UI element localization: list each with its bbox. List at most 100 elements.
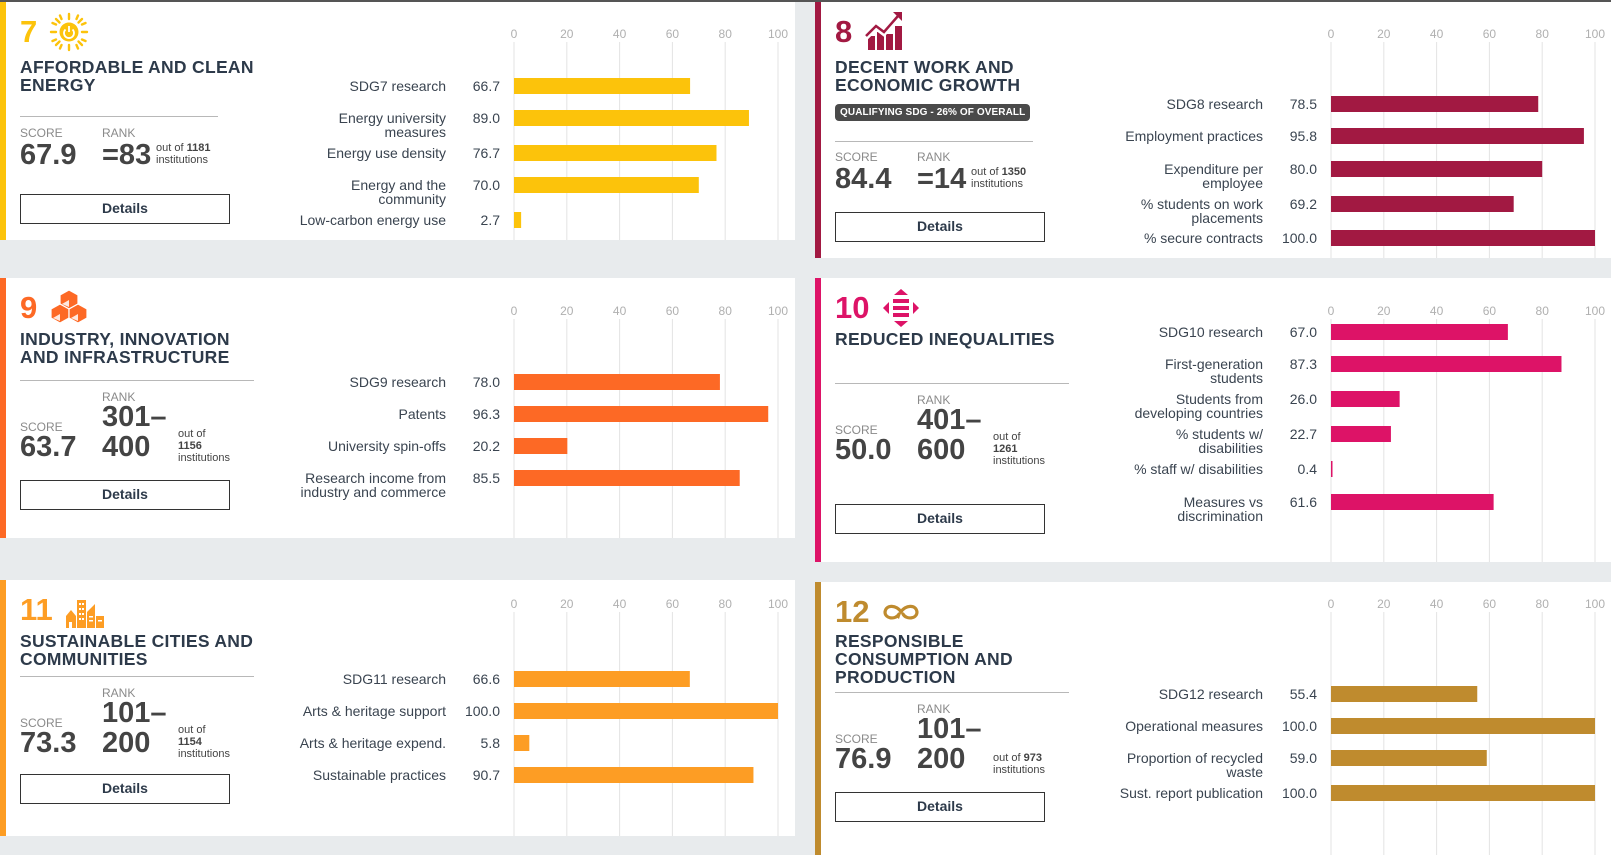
- sdg-title-line: AND INFRASTRUCTURE: [20, 347, 230, 367]
- details-button[interactable]: Details: [20, 480, 230, 510]
- sdg7-indicator-chart: 0 20 40 60 80 100 66.7 SDG7 research 89.0 Energy …: [300, 27, 788, 240]
- x-tick-label: 60: [1483, 597, 1497, 611]
- score-label: SCORE: [835, 732, 878, 746]
- bar: [1331, 96, 1539, 112]
- x-tick-label: 80: [719, 597, 733, 611]
- bar-value-label: 100.0: [465, 703, 500, 719]
- x-tick-label: 20: [560, 597, 574, 611]
- category-label: Arts & heritage support: [303, 703, 446, 719]
- out-of-suffix: institutions: [993, 764, 1045, 776]
- sdg-number: 8: [835, 14, 853, 49]
- infinity-loop-icon: [869, 592, 921, 632]
- sdg-title: REDUCED INEQUALITIES: [835, 330, 1075, 348]
- details-button[interactable]: Details: [835, 792, 1045, 822]
- x-tick-label: 80: [719, 27, 733, 41]
- rank-value-line1: 301–: [102, 401, 167, 433]
- bar-value-label: 100.0: [1282, 785, 1317, 801]
- bar: [1331, 356, 1562, 372]
- x-tick-label: 40: [1430, 304, 1444, 318]
- bar: [514, 438, 568, 454]
- top-border: [0, 0, 1611, 2]
- out-of-text: out of 1261 institutions: [993, 431, 1045, 467]
- sdg-card-7: 7 AFFORDABLE AND CLEAN ENERGY SCORE 67.9 R…: [0, 2, 795, 240]
- details-button[interactable]: Details: [20, 774, 230, 804]
- institution-count: 1156: [178, 440, 202, 452]
- sun-power-icon: [37, 12, 89, 52]
- sdg-header: 11: [20, 590, 105, 630]
- out-of-suffix: institutions: [156, 154, 208, 166]
- x-tick-label: 40: [1430, 27, 1444, 41]
- details-button[interactable]: Details: [835, 504, 1045, 534]
- out-of-prefix: out of: [156, 142, 184, 154]
- sdg-header: 12: [835, 592, 921, 632]
- bar: [514, 470, 740, 486]
- x-tick-label: 20: [560, 304, 574, 318]
- sdg-title-line: SUSTAINABLE CITIES AND: [20, 631, 254, 651]
- divider: [20, 676, 254, 677]
- category-label: measures: [385, 124, 446, 140]
- category-label: disabilities: [1198, 440, 1263, 456]
- out-of-prefix: out of: [993, 752, 1021, 764]
- category-label: SDG10 research: [1159, 324, 1263, 340]
- rank-label: RANK: [917, 150, 951, 164]
- bar: [1331, 494, 1494, 510]
- sdg-number: 12: [835, 594, 870, 629]
- details-button[interactable]: Details: [835, 212, 1045, 242]
- out-of-text: out of 973 institutions: [993, 752, 1045, 776]
- category-label: % staff w/ disabilities: [1134, 461, 1263, 477]
- x-tick-label: 20: [1377, 304, 1391, 318]
- bar: [1331, 196, 1514, 212]
- category-label: First-generation: [1165, 356, 1263, 372]
- bar: [1331, 785, 1595, 801]
- x-tick-label: 80: [719, 304, 733, 318]
- bar-value-label: 70.0: [473, 177, 500, 193]
- category-label: Expenditure per: [1164, 161, 1263, 177]
- rank-label: RANK: [102, 390, 136, 404]
- x-tick-label: 0: [1328, 304, 1335, 318]
- x-tick-label: 100: [1585, 304, 1605, 318]
- bar: [1331, 750, 1487, 766]
- category-label: Proportion of recycled: [1127, 750, 1263, 766]
- divider: [835, 141, 1033, 142]
- x-tick-label: 20: [1377, 27, 1391, 41]
- sdg-title-line: DECENT WORK AND: [835, 57, 1014, 77]
- bar-value-label: 26.0: [1290, 391, 1317, 407]
- category-label: students: [1210, 370, 1263, 386]
- rank-value-line2: 200: [917, 743, 966, 775]
- bar-value-label: 59.0: [1290, 750, 1317, 766]
- out-of-suffix: institutions: [178, 748, 230, 760]
- score-value: 76.9: [835, 743, 892, 775]
- x-tick-label: 100: [768, 597, 788, 611]
- divider: [835, 383, 1069, 384]
- out-of-text: out of 1181 institutions: [156, 142, 210, 166]
- bar: [514, 145, 717, 161]
- rank-label: RANK: [917, 393, 951, 407]
- category-label: Patents: [399, 406, 446, 422]
- bar: [514, 406, 769, 422]
- category-label: community: [378, 191, 446, 207]
- rank-value-line2: 200: [102, 727, 151, 759]
- x-tick-label: 40: [1430, 597, 1444, 611]
- bar-value-label: 100.0: [1282, 718, 1317, 734]
- x-tick-label: 100: [768, 27, 788, 41]
- category-label: SDG11 research: [343, 671, 446, 687]
- bar: [1331, 426, 1391, 442]
- x-tick-label: 0: [511, 304, 518, 318]
- x-tick-label: 40: [613, 27, 627, 41]
- bar: [514, 671, 690, 687]
- details-button[interactable]: Details: [20, 194, 230, 224]
- rank-label: RANK: [917, 702, 951, 716]
- out-of-text: out of 1156 institutions: [178, 428, 230, 464]
- x-tick-label: 60: [1483, 27, 1497, 41]
- bar: [514, 703, 778, 719]
- sdg-title: RESPONSIBLE CONSUMPTION AND PRODUCTION: [835, 632, 1075, 686]
- category-label: Operational measures: [1125, 718, 1263, 734]
- divider: [835, 692, 1069, 693]
- sdg-title-line: INDUSTRY, INNOVATION: [20, 329, 230, 349]
- rank-value-line1: 101–: [917, 713, 982, 745]
- sdg-title-line: AFFORDABLE AND CLEAN: [20, 57, 254, 77]
- sdg10-indicator-chart: 0 20 40 60 80 100 67.0 SDG10 research 87.3 First-…: [1134, 304, 1605, 562]
- out-of-prefix: out of: [971, 166, 999, 178]
- category-label: Sust. report publication: [1120, 785, 1263, 801]
- bar: [514, 212, 522, 228]
